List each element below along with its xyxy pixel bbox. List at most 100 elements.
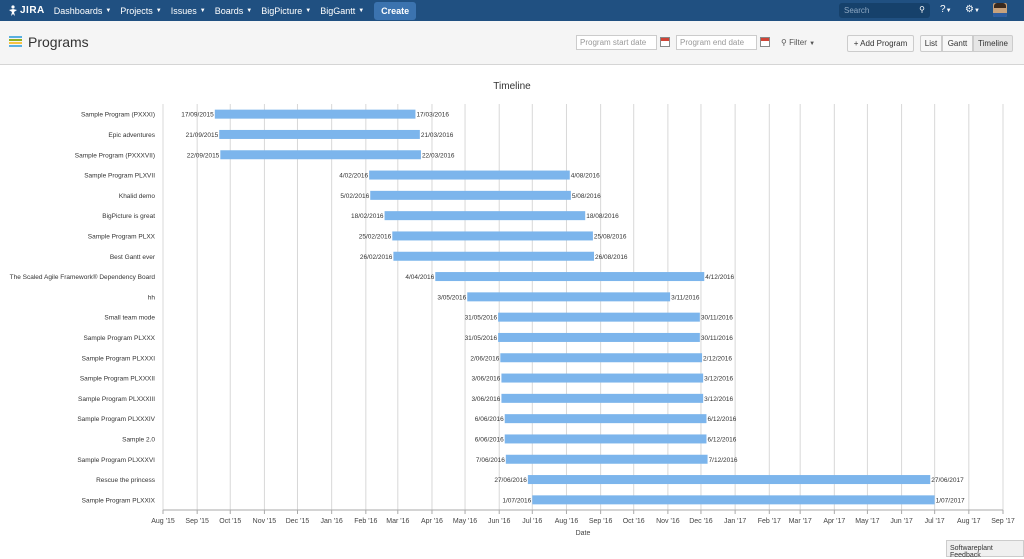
timeline-bar [219,129,420,139]
x-tick-label: Aug '16 [555,518,579,525]
nav-biggantt-label: BigGantt [320,5,356,16]
x-tick-label: Feb '16 [354,518,377,525]
end-date-label: 3/11/2016 [671,294,700,301]
x-tick-label: Feb '17 [758,518,781,525]
start-date-label: 21/09/2015 [186,132,219,139]
start-date-label: 4/02/2016 [339,173,368,180]
timeline-bar [220,150,421,160]
timeline-bar [467,292,671,302]
search-icon[interactable]: ⚲ [919,5,925,14]
timeline-bar [501,373,704,383]
nav-biggantt[interactable]: BigGantt ▼ [320,6,364,16]
timeline-bar [527,475,931,485]
x-tick-label: Jun '17 [890,518,912,525]
end-date-label: 6/12/2016 [707,416,736,423]
task-name-label: Best Gantt ever [110,254,156,261]
avatar[interactable] [993,3,1007,17]
start-date-label: 27/06/2016 [494,477,527,484]
task-name-label: Sample Program PLXXX [83,335,155,342]
start-date-label: 31/05/2016 [465,315,498,322]
task-name-label: Sample Program PLXVII [84,173,155,180]
end-date-label: 18/08/2016 [586,213,619,220]
view-list-button[interactable]: List [920,35,942,52]
nav-issues[interactable]: Issues ▼ [171,6,206,16]
start-date-label: 26/02/2016 [360,254,393,261]
task-name-label: Sample Program PLXXXVI [77,457,155,464]
end-date-label: 5/08/2016 [572,193,601,200]
start-date-label: 3/06/2016 [472,396,501,403]
x-tick-label: Sep '16 [589,518,613,525]
filter-icon: ⚲ [781,38,790,47]
task-name-label: Sample Program (PXXXI) [81,112,155,119]
timeline-bar [500,353,703,363]
end-date-label: 7/12/2016 [709,457,738,464]
view-timeline-button[interactable]: Timeline [973,35,1013,52]
timeline-bar [370,190,571,200]
nav-bigpicture[interactable]: BigPicture ▼ [261,6,311,16]
filter-button[interactable]: ⚲ Filter ▼ [781,38,815,47]
help-icon[interactable]: ?▼ [940,4,952,15]
add-program-button[interactable]: + Add Program [847,35,914,52]
search-placeholder: Search [844,6,870,15]
task-name-label: Sample 2.0 [122,436,155,443]
chevron-down-icon: ▼ [358,7,365,14]
x-tick-label: May '17 [855,518,879,525]
x-tick-label: Jul '16 [522,518,542,525]
program-end-date-input[interactable]: Program end date [676,35,757,50]
search-input[interactable]: Search ⚲ [839,3,930,18]
chevron-down-icon: ▼ [246,7,253,14]
nav-dashboards-label: Dashboards [53,5,103,16]
end-date-label: 21/03/2016 [421,132,454,139]
chevron-down-icon: ▼ [305,7,312,14]
timeline-bar [501,393,704,403]
start-date-label: 5/02/2016 [340,193,369,200]
task-name-label: Small team mode [104,315,155,322]
page-header: Programs Program start date Program end … [0,21,1024,65]
end-date-label: 1/07/2017 [936,497,965,504]
x-tick-label: Jan '16 [320,518,342,525]
nav-projects[interactable]: Projects ▼ [120,6,161,16]
feedback-button[interactable]: Softwareplant Feedback [946,540,1024,559]
top-navigation-bar: JIRA Dashboards ▼ Projects ▼ Issues ▼ Board… [0,0,1024,21]
start-date-label: 6/06/2016 [475,416,504,423]
x-tick-label: Apr '17 [823,518,845,525]
timeline-bar [393,251,595,261]
nav-dashboards[interactable]: Dashboards ▼ [54,6,111,16]
calendar-icon[interactable] [660,37,670,47]
view-gantt-button[interactable]: Gantt [942,35,973,52]
task-name-label: Sample Program PLXXIX [82,497,156,504]
x-tick-label: Jun '16 [488,518,510,525]
nav-issues-label: Issues [170,5,197,16]
end-date-label: 3/12/2016 [704,376,733,383]
task-name-label: Rescue the princess [96,477,156,484]
start-date-label: 7/06/2016 [476,457,505,464]
end-date-label: 26/08/2016 [595,254,628,261]
timeline-bar [504,434,707,444]
task-name-label: Sample Program PLXXXIV [77,416,155,423]
start-date-label: 25/02/2016 [359,233,392,240]
calendar-icon[interactable] [760,37,770,47]
x-tick-label: Jan '17 [724,518,746,525]
x-tick-label: Sep '17 [991,518,1015,525]
x-tick-label: Aug '15 [151,518,175,525]
jira-logo[interactable]: JIRA [8,4,45,17]
gear-icon[interactable]: ⚙▼ [965,4,980,15]
x-tick-label: Jul '17 [925,518,945,525]
start-date-label: 6/06/2016 [475,436,504,443]
task-name-label: Sample Program (PXXXVII) [75,152,155,159]
program-start-date-input[interactable]: Program start date [576,35,657,50]
end-date-label: 2/12/2016 [703,355,732,362]
logo-text: JIRA [20,5,45,16]
task-name-label: BigPicture is great [102,213,155,220]
end-date-label: 17/03/2016 [416,112,449,119]
end-date-label: 22/03/2016 [422,152,455,159]
create-button[interactable]: Create [374,1,417,20]
filter-label: Filter [789,38,807,47]
timeline-bar [498,312,700,322]
nav-boards[interactable]: Boards ▼ [215,6,252,16]
start-date-label: 22/09/2015 [187,152,220,159]
task-name-label: Epic adventures [108,132,155,139]
timeline-bar [532,495,935,505]
start-date-label: 1/07/2016 [502,497,531,504]
